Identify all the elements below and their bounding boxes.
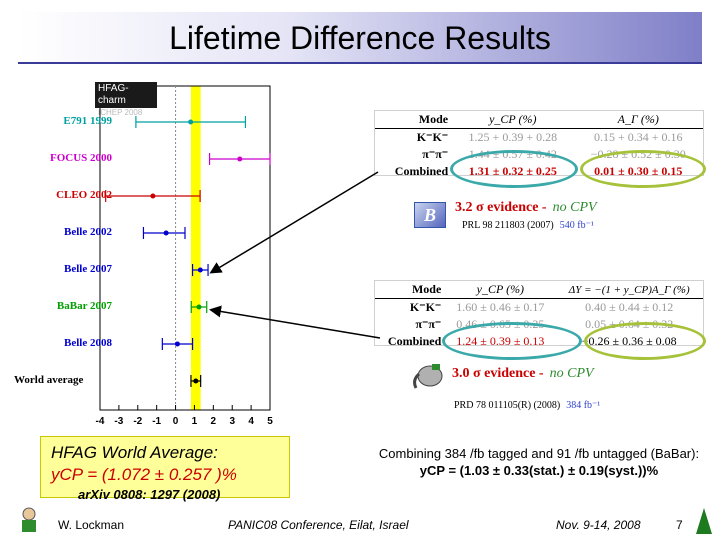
- row-label: FOCUS 2000: [49, 152, 112, 164]
- row-ycp: 1.60 ± 0.46 ± 0.17: [456, 300, 545, 314]
- data-point: [196, 304, 202, 310]
- hfag-badge-sub: ICHEP 2008: [98, 108, 143, 117]
- x-tick-label: 0: [173, 416, 179, 427]
- x-tick-label: -4: [96, 416, 105, 427]
- row-label: Belle 2007: [64, 263, 112, 275]
- x-tick-label: 5: [267, 416, 273, 427]
- header-mode: Mode: [375, 281, 446, 299]
- footer-conference: PANIC08 Conference, Eilat, Israel: [228, 518, 409, 532]
- row-mode: Combined: [394, 164, 449, 178]
- belle-cpv-text: no CPV: [552, 200, 597, 215]
- header-ag: A_Γ (%): [573, 111, 703, 129]
- x-tick-label: -3: [114, 416, 123, 427]
- row-label: E791 1999: [63, 115, 112, 127]
- hfag-badge: HFAG-charm ICHEP 2008: [95, 82, 157, 117]
- data-point: [163, 230, 169, 236]
- data-point: [150, 193, 156, 199]
- person-icon: [22, 507, 36, 532]
- footer-date: Nov. 9-14, 2008: [556, 518, 641, 532]
- babar-reference: PRD 78 011105(R) (2008) 384 fb⁻¹: [454, 400, 600, 411]
- babar-cpv-text: no CPV: [549, 366, 594, 381]
- row-label: BaBar 2007: [56, 300, 112, 312]
- babar-elephant-icon: [413, 364, 443, 389]
- row-mode: π⁻π⁻: [415, 317, 442, 331]
- title-bar: Lifetime Difference Results: [18, 12, 702, 64]
- table-row: K⁻K⁻ 1.60 ± 0.46 ± 0.17 0.40 ± 0.44 ± 0.…: [375, 299, 703, 317]
- header-ycp: y_CP (%): [445, 281, 556, 299]
- data-point: [174, 341, 180, 347]
- row-ycp: 1.44 ± 0.57 ± 0.42: [468, 147, 557, 161]
- belle-logo-icon: B: [414, 202, 446, 228]
- row-mode: K⁻K⁻: [409, 300, 442, 314]
- row-mode: Combined: [387, 334, 442, 348]
- belle-evidence: 3.2 σ evidence - no CPV: [455, 200, 597, 216]
- world-average-box: HFAG World Average: yCP = (1.072 ± 0.257…: [40, 436, 290, 498]
- x-tick-label: 1: [192, 416, 198, 427]
- arxiv-reference: arXiv 0808: 1297 (2008): [78, 487, 221, 502]
- header-ag: ΔY = −(1 + y_CP)A_Γ (%): [555, 281, 703, 299]
- row-label: CLEO 2002: [56, 189, 112, 201]
- header-mode: Mode: [375, 111, 453, 129]
- row-ag: 0.15 + 0.34 + 0.16: [593, 130, 683, 144]
- world-average-value: yCP = (1.072 ± 0.257 )%: [51, 465, 237, 484]
- babar-evidence-text: 3.0 σ evidence -: [452, 366, 544, 381]
- row-label: Belle 2008: [64, 337, 112, 349]
- row-label: World average: [14, 374, 84, 386]
- row-ag-highlight: −0.26 ± 0.36 ± 0.08: [581, 334, 677, 348]
- table-row: Combined 1.31 ± 0.32 ± 0.25 0.01 ± 0.30 …: [375, 163, 703, 180]
- header-ycp: y_CP (%): [452, 111, 574, 129]
- table-header: Mode y_CP (%) ΔY = −(1 + y_CP)A_Γ (%): [375, 281, 703, 299]
- combining-line2: yCP = (1.03 ± 0.33(stat.) ± 0.19(syst.))…: [419, 463, 659, 478]
- tree-icon: [696, 508, 712, 534]
- row-ycp: 1.25 + 0.39 + 0.28: [468, 130, 558, 144]
- lifetime-plot: -4 -3 -2 -1 0 1 2 3 4 5: [10, 78, 365, 438]
- x-tick-label: -2: [133, 416, 142, 427]
- x-tick-label: -1: [152, 416, 161, 427]
- table-header: Mode y_CP (%) A_Γ (%): [375, 111, 703, 129]
- data-point: [237, 156, 243, 162]
- row-ycp: 0.46 ± 0.65 ± 0.25: [456, 317, 545, 331]
- belle-lumi-text: 540 fb⁻¹: [559, 220, 594, 231]
- row-ycp-highlight: 1.24 ± 0.39 ± 0.13: [456, 334, 545, 348]
- plot-frame: [99, 85, 271, 411]
- row-ag-highlight: 0.01 ± 0.30 ± 0.15: [594, 164, 683, 178]
- footer-author: W. Lockman: [58, 518, 125, 532]
- babar-ref-text: PRD 78 011105(R) (2008): [454, 400, 561, 411]
- belle-reference: PRL 98 211803 (2007) 540 fb⁻¹: [462, 220, 594, 231]
- row-ycp-highlight: 1.31 ± 0.32 ± 0.25: [468, 164, 557, 178]
- slide-title: Lifetime Difference Results: [169, 20, 551, 56]
- x-tick-label: 3: [229, 416, 235, 427]
- table-row: K⁻K⁻ 1.25 + 0.39 + 0.28 0.15 + 0.34 + 0.…: [375, 129, 703, 147]
- hfag-badge-title: HFAG-charm: [98, 83, 129, 106]
- row-mode: K⁻K⁻: [416, 130, 449, 144]
- table-row: π⁻π⁻ 1.44 ± 0.57 ± 0.42 −0.28 ± 0.52 ± 0…: [375, 146, 703, 163]
- table-row: Combined 1.24 ± 0.39 ± 0.13 −0.26 ± 0.36…: [375, 333, 703, 350]
- row-ag: −0.28 ± 0.52 ± 0.30: [590, 147, 686, 161]
- data-point: [188, 119, 194, 125]
- belle-ref-text: PRL 98 211803 (2007): [462, 220, 554, 231]
- average-band: [190, 86, 201, 410]
- row-mode: π⁻π⁻: [422, 147, 449, 161]
- combining-note: Combining 384 /fb tagged and 91 /fb unta…: [358, 446, 720, 478]
- combining-line1: Combining 384 /fb tagged and 91 /fb unta…: [378, 446, 700, 461]
- row-ag: 0.40 ± 0.44 ± 0.12: [585, 300, 674, 314]
- page-number: 7: [676, 518, 683, 532]
- table-row: π⁻π⁻ 0.46 ± 0.65 ± 0.25 0.05 ± 0.64 ± 0.…: [375, 316, 703, 333]
- row-label: Belle 2002: [64, 226, 112, 238]
- belle-evidence-text: 3.2 σ evidence -: [455, 200, 547, 215]
- data-point: [197, 267, 203, 273]
- plot-svg: -4 -3 -2 -1 0 1 2 3 4 5: [96, 85, 273, 427]
- data-point: [193, 378, 199, 384]
- x-tick-label: 4: [248, 416, 254, 427]
- babar-lumi-text: 384 fb⁻¹: [566, 400, 601, 411]
- babar-table: Mode y_CP (%) ΔY = −(1 + y_CP)A_Γ (%) K⁻…: [374, 280, 704, 348]
- x-tick-label: 2: [211, 416, 217, 427]
- world-average-title: HFAG World Average:: [51, 443, 218, 462]
- row-ag: 0.05 ± 0.64 ± 0.32: [585, 317, 674, 331]
- belle-table: Mode y_CP (%) A_Γ (%) K⁻K⁻ 1.25 + 0.39 +…: [374, 110, 704, 178]
- babar-evidence: 3.0 σ evidence - no CPV: [452, 366, 594, 382]
